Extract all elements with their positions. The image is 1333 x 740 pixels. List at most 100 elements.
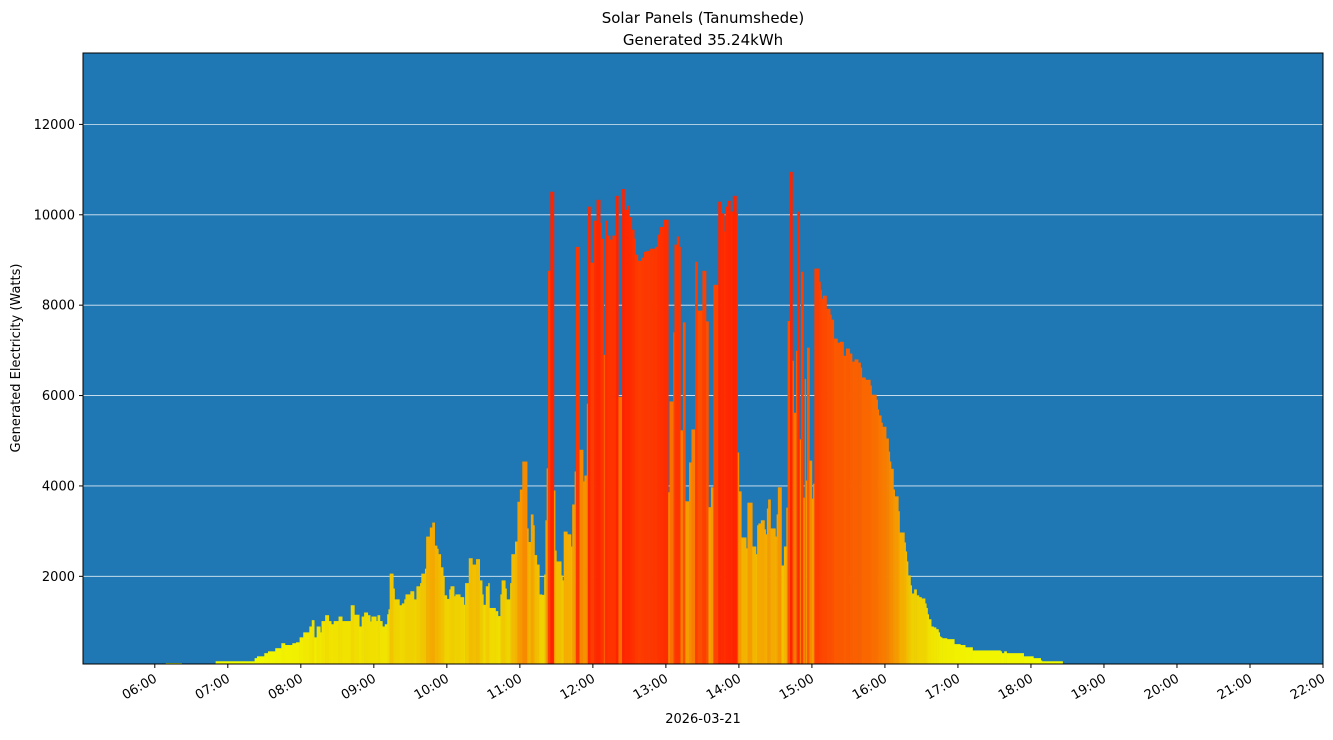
bar [736,213,738,665]
bar [579,449,584,664]
bar [384,624,388,664]
bar [809,460,813,664]
bar [550,191,555,664]
bar [410,591,415,664]
bar [737,452,740,664]
bar [689,462,692,664]
bar [325,615,330,664]
bar [432,522,435,664]
bar [601,238,605,664]
bar [755,554,758,664]
bar [497,616,501,664]
bar [871,394,877,664]
y-tick-label: 4000 [42,479,75,494]
bar [702,270,707,664]
x-tick-label: 19:00 [1069,671,1109,703]
bar [624,209,628,664]
bar [942,638,948,664]
bar [891,468,894,664]
bar [379,621,383,664]
bar [732,195,737,665]
bar [257,656,265,664]
x-tick-label: 10:00 [412,671,452,703]
bar [267,651,276,664]
bar [799,439,802,664]
bar [674,244,678,664]
bar [536,564,540,664]
bar [468,558,473,664]
bar [570,546,573,664]
bar [314,637,317,664]
bar [826,308,831,664]
bar [567,534,572,664]
bar [708,507,712,664]
bar [710,487,714,664]
bar [738,491,742,664]
x-tick-label: 11:00 [485,671,525,703]
bar [505,588,507,664]
bar [685,501,690,664]
bar [659,226,664,664]
bar [460,597,465,664]
bar [382,626,386,664]
x-axis-ticks: 06:00 07:00 08:00 09:00 10:00 11:00 12:00 13:00… [120,664,1328,703]
bar [783,546,787,664]
bar [547,270,551,664]
bar [807,347,810,664]
bar [539,594,543,664]
bar [811,498,814,664]
bar [603,354,606,664]
bar [813,483,815,664]
bar [275,648,282,664]
bar [387,614,389,664]
bar [342,621,352,664]
x-tick-label: 18:00 [996,671,1036,703]
bar [858,362,861,664]
x-tick-label: 08:00 [266,671,306,703]
bar [367,615,371,664]
bar [424,568,427,664]
bar [514,541,518,664]
bar [446,598,450,664]
bar [889,461,892,664]
bar [747,502,753,664]
bar [485,586,489,664]
bar [522,461,528,664]
bar [888,451,891,664]
bar [574,471,577,664]
bar [764,529,766,664]
bar [328,621,332,664]
bar [843,355,847,664]
bar [713,284,719,664]
bar [404,599,406,664]
bar [590,262,595,664]
x-tick-label: 12:00 [558,671,598,703]
bar [618,396,623,664]
bar [965,647,973,664]
bar [561,575,563,664]
bar [1000,651,1003,664]
x-tick-label: 22:00 [1288,671,1328,703]
bar [455,594,461,664]
bar [500,594,502,664]
bar [936,629,939,664]
bar [371,616,377,664]
chart-title: Solar Panels (Tanumshede) [602,9,805,27]
bar [910,585,912,664]
bar [454,596,456,664]
bar [488,583,490,664]
bar [635,254,639,665]
bar [673,332,675,664]
bar [933,627,937,664]
bar [440,567,444,664]
bar [822,295,827,664]
bar [254,658,258,664]
bar [775,536,777,664]
bar [588,206,591,664]
bar [295,642,300,664]
bar [376,621,378,664]
bar [528,541,532,664]
bar [691,429,696,664]
bar [768,499,771,664]
bar [506,599,511,664]
